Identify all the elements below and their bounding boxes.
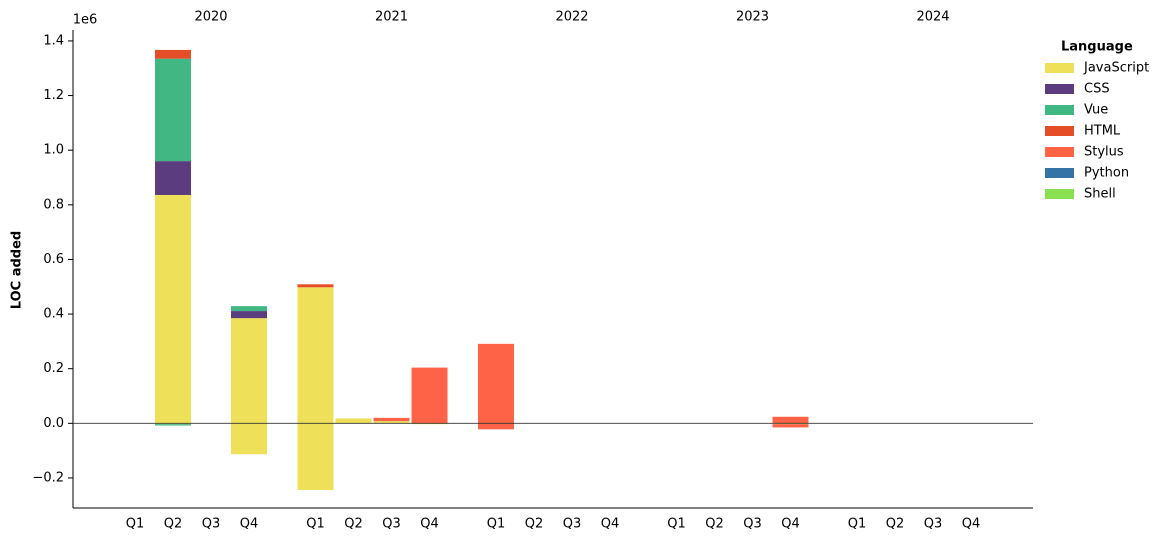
y-tick-label: 1.0 — [43, 143, 64, 158]
bar-segment — [155, 161, 191, 195]
x-tick-label: Q3 — [563, 517, 582, 532]
bar-segment — [772, 416, 809, 424]
bar-segment — [155, 49, 191, 59]
legend-swatch — [1045, 126, 1074, 136]
bar-segment — [373, 421, 410, 424]
y-tick-label: 0.0 — [43, 416, 64, 431]
bar-segment — [297, 287, 334, 424]
y-offset-label: 1e6 — [73, 13, 98, 28]
bar-segment — [155, 58, 191, 162]
bar-segment — [231, 311, 267, 319]
y-tick-label: 0.6 — [43, 252, 64, 267]
bar-segment-removed — [297, 423, 334, 490]
bar-segment-removed — [772, 424, 809, 428]
legend-swatch — [1045, 147, 1074, 157]
bar-segment — [297, 284, 334, 288]
bar-segment-removed — [155, 423, 191, 425]
bar-segment-removed — [155, 424, 191, 426]
x-tick-label: Q3 — [743, 517, 762, 532]
x-tick-label: Q2 — [705, 517, 724, 532]
year-label: 2024 — [916, 10, 949, 25]
x-tick-label: Q1 — [667, 517, 686, 532]
legend-label: Python — [1084, 166, 1129, 181]
legend-label: Shell — [1084, 187, 1116, 202]
x-tick-label: Q2 — [886, 517, 905, 532]
x-tick-label: Q4 — [601, 517, 620, 532]
legend-swatch — [1045, 189, 1074, 199]
bar-segment — [231, 318, 267, 424]
y-tick-label: 0.8 — [43, 197, 64, 212]
x-tick-label: Q4 — [240, 517, 259, 532]
legend-swatch — [1045, 168, 1074, 178]
x-tick-label: Q3 — [382, 517, 401, 532]
bar-segment-removed — [478, 423, 514, 430]
x-tick-label: Q2 — [525, 517, 544, 532]
x-tick-label: Q2 — [344, 517, 363, 532]
x-tick-label: Q3 — [924, 517, 943, 532]
y-axis-label: LOC added — [10, 231, 25, 309]
y-tick-label: −0.2 — [32, 470, 64, 485]
x-tick-label: Q4 — [420, 517, 439, 532]
bar-segment — [478, 343, 514, 424]
legend-label: Vue — [1084, 103, 1108, 118]
year-label: 2022 — [555, 10, 588, 25]
legend-swatch — [1045, 84, 1074, 94]
legend-label: JavaScript — [1083, 61, 1149, 76]
bar-segment — [231, 306, 267, 312]
bar-segment — [411, 367, 448, 424]
legend-swatch — [1045, 105, 1074, 115]
y-tick-label: 1.2 — [43, 88, 64, 103]
x-tick-label: Q2 — [164, 517, 183, 532]
x-tick-label: Q1 — [306, 517, 325, 532]
legend-label: CSS — [1084, 82, 1110, 97]
legend-label: Stylus — [1084, 145, 1124, 160]
year-label: 2021 — [375, 10, 408, 25]
x-tick-label: Q1 — [126, 517, 145, 532]
y-tick-label: 0.2 — [43, 361, 64, 376]
x-tick-label: Q3 — [202, 517, 221, 532]
y-tick-label: 1.4 — [43, 33, 64, 48]
legend-label: HTML — [1084, 124, 1121, 139]
x-tick-label: Q1 — [848, 517, 867, 532]
x-tick-label: Q4 — [781, 517, 800, 532]
legend-swatch — [1045, 63, 1074, 73]
bar-segment-removed — [231, 423, 267, 455]
bar-segment-removed — [772, 423, 809, 425]
year-label: 2023 — [736, 10, 769, 25]
year-label: 2020 — [194, 10, 227, 25]
bar-segment-removed — [411, 423, 448, 425]
x-tick-label: Q1 — [487, 517, 506, 532]
x-tick-label: Q4 — [962, 517, 981, 532]
bar-segment — [335, 418, 372, 424]
legend-title: Language — [1061, 40, 1133, 55]
y-tick-label: 0.4 — [43, 307, 64, 322]
bar-segment — [373, 417, 410, 422]
bar-segment — [155, 194, 191, 424]
